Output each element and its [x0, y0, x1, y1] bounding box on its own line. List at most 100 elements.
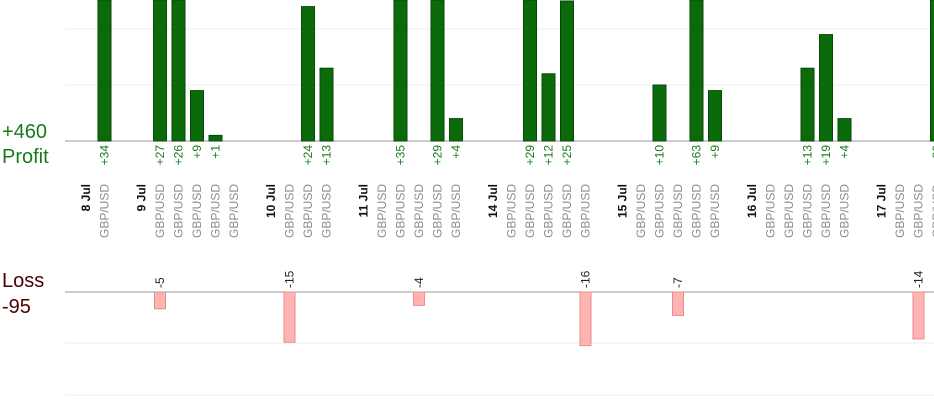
- loss-bar: [672, 291, 684, 316]
- profit-value-label: +13: [801, 145, 815, 166]
- loss-value-label: -7: [671, 277, 685, 288]
- pair-label: GBP/USD: [394, 184, 408, 238]
- profit-bar: [800, 67, 815, 142]
- profit-bar: [171, 0, 186, 142]
- pair-label: GBP/USD: [782, 184, 796, 238]
- loss-axis-label: Loss: [2, 270, 44, 292]
- pair-label: GBP/USD: [671, 184, 685, 238]
- pair-label: GBP/USD: [523, 184, 537, 238]
- loss-value-label: -5: [153, 277, 167, 288]
- profit-bar: [97, 0, 112, 142]
- loss-value-label: -14: [912, 270, 926, 288]
- pair-label: GBP/USD: [431, 184, 445, 238]
- loss-bar: [912, 291, 925, 340]
- date-label: 10 Jul: [264, 184, 278, 218]
- pair-label: GBP/USD: [209, 184, 223, 238]
- profit-value-label: +4: [838, 145, 852, 159]
- pair-label: GBP/USD: [542, 184, 556, 238]
- pair-label: GBP/USD: [190, 184, 204, 238]
- profit-value-label: +9: [190, 145, 204, 159]
- profit-value-label: +12: [542, 145, 556, 166]
- pair-label: GBP/USD: [912, 184, 926, 238]
- profit-bar: [301, 6, 315, 142]
- pair-label: GBP/USD: [579, 184, 593, 238]
- pair-label: GBP/USD: [560, 184, 574, 238]
- profit-value-label: +10: [653, 145, 667, 166]
- profit-bar: [449, 118, 463, 142]
- profit-bar: [560, 0, 574, 142]
- profit-value-label: +34: [98, 145, 112, 166]
- category-labels: 8 Jul GBP/USD 9 Jul GBP/USD GBP/USD GBP/USD GB…: [79, 184, 934, 238]
- pair-label: GBP/USD: [172, 184, 186, 238]
- profit-value-label: +35: [394, 145, 408, 166]
- profit-value-label: +27: [153, 145, 167, 166]
- profit-bar: [153, 0, 167, 142]
- loss-bar: [413, 291, 425, 306]
- profit-bar: [689, 0, 704, 142]
- profit-value-label: +19: [819, 145, 833, 166]
- pair-label: GBP/USD: [227, 184, 241, 238]
- profit-value-label: +13: [320, 145, 334, 166]
- profit-max-label: +460: [2, 121, 47, 143]
- loss-bars: -5-15-4-16-7-14-34: [153, 270, 926, 347]
- profit-bar: [652, 84, 667, 142]
- profit-bar: [523, 0, 537, 142]
- profit-bar: [319, 67, 334, 142]
- date-label: 17 Jul: [875, 184, 889, 218]
- profit-value-label: +26: [172, 145, 186, 166]
- pair-label: GBP/USD: [301, 184, 315, 238]
- pair-label: GBP/USD: [930, 184, 934, 238]
- pair-label: GBP/USD: [283, 184, 297, 238]
- profit-bar: [190, 90, 204, 142]
- pair-label: GBP/USD: [690, 184, 704, 238]
- pair-label: GBP/USD: [320, 184, 334, 238]
- profit-value-label: +29: [523, 145, 537, 166]
- pair-label: GBP/USD: [801, 184, 815, 238]
- loss-value-label: -4: [412, 277, 426, 288]
- date-label: 14 Jul: [486, 184, 500, 218]
- profit-bar: [819, 34, 833, 142]
- date-label: 11 Jul: [357, 184, 371, 217]
- profit-value-label: +24: [301, 145, 315, 166]
- pair-label: GBP/USD: [98, 184, 112, 238]
- date-label: 16 Jul: [745, 184, 759, 218]
- profit-value-label: +4: [449, 145, 463, 159]
- profit-bar: [208, 134, 223, 142]
- profit-bar: [837, 118, 852, 142]
- date-label: 9 Jul: [135, 184, 149, 211]
- pair-label: GBP/USD: [505, 184, 519, 238]
- pair-label: GBP/USD: [634, 184, 648, 238]
- profit-bar: [930, 0, 934, 142]
- loss-bar: [154, 291, 166, 310]
- pair-label: GBP/USD: [653, 184, 667, 238]
- profit-value-label: +25: [560, 145, 574, 166]
- pair-label: GBP/USD: [819, 184, 833, 238]
- profit-value-label: +1: [209, 145, 223, 159]
- date-label: 15 Jul: [616, 184, 630, 218]
- pair-label: GBP/USD: [764, 184, 778, 238]
- date-label: 8 Jul: [79, 184, 93, 211]
- profit-bars: +34 +27 +26 +9 +1 +24 +13 +35 +29 +4 +29 +12 +25 +10 +…: [97, 0, 934, 166]
- loss-value-label: -16: [579, 270, 593, 288]
- pair-label: GBP/USD: [708, 184, 722, 238]
- profit-bar: [430, 0, 445, 142]
- profit-value-label: +9: [708, 145, 722, 159]
- profit-bar: [708, 90, 722, 142]
- loss-bar: [283, 291, 296, 343]
- profit-value-label: +29: [431, 145, 445, 166]
- loss-bar: [579, 291, 592, 347]
- pair-label: GBP/USD: [153, 184, 167, 238]
- profit-axis-label: Profit: [2, 146, 49, 168]
- loss-value-label: -15: [283, 270, 297, 288]
- profit-value-label: +63: [690, 145, 704, 166]
- pair-label: GBP/USD: [449, 184, 463, 238]
- profit-bar: [541, 73, 556, 142]
- profit-value-label: +39: [930, 145, 934, 166]
- pair-label: GBP/USD: [838, 184, 852, 238]
- loss-max-label: -95: [2, 296, 31, 318]
- profit-bar: [393, 0, 408, 142]
- pair-label: GBP/USD: [375, 184, 389, 238]
- pair-label: GBP/USD: [893, 184, 907, 238]
- pair-label: GBP/USD: [412, 184, 426, 238]
